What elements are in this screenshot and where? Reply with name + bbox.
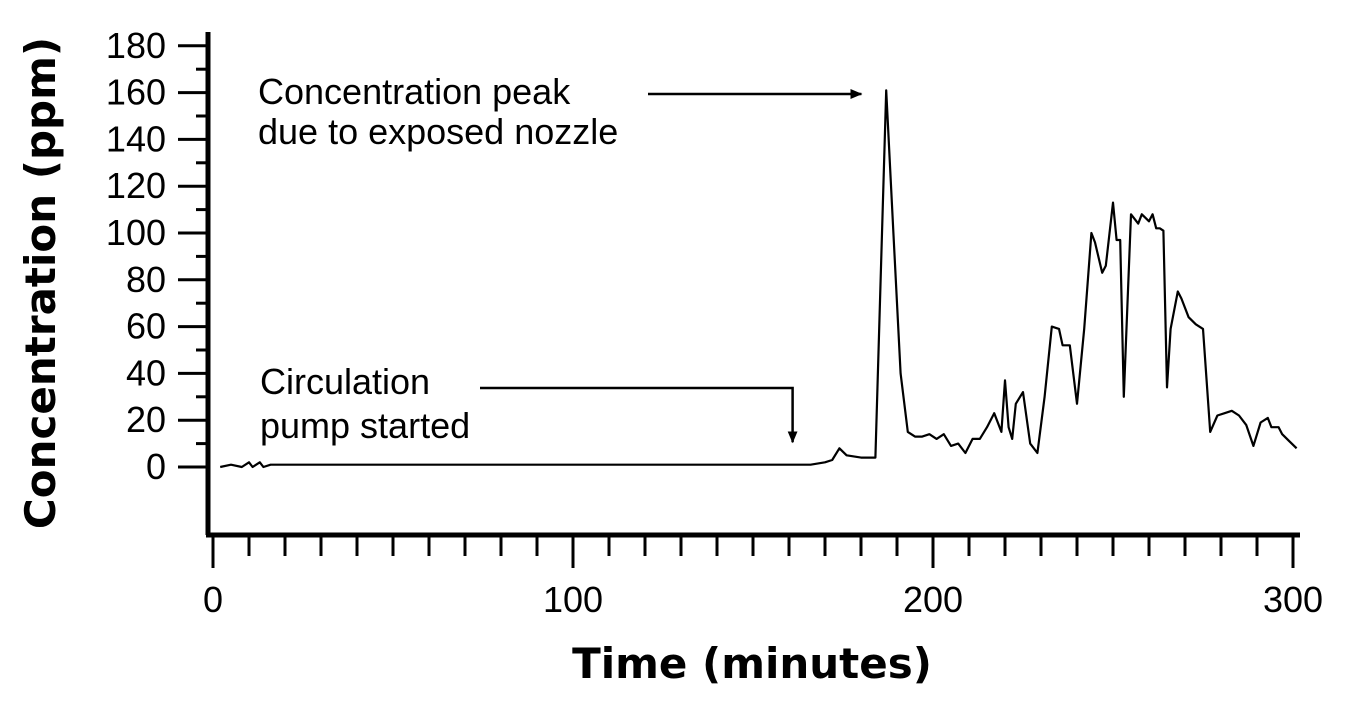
x-axis-title: Time (minutes): [572, 639, 932, 688]
y-tick-label: 100: [106, 212, 166, 253]
pump-annotation-arrow: [480, 386, 798, 444]
x-tick-label: 200: [903, 579, 963, 620]
x-ticks: [211, 535, 1295, 568]
y-tick-labels: 0 20 40 60 80 100 120 140 160 180: [106, 25, 166, 487]
x-tick-label: 100: [543, 579, 603, 620]
y-tick-label: 160: [106, 72, 166, 113]
y-ticks: [178, 44, 208, 469]
peak-annotation-text: Concentration peak: [258, 71, 571, 112]
pump-annotation-text: pump started: [260, 405, 470, 446]
y-tick-label: 60: [126, 306, 166, 347]
y-axis-title: Concentration (ppm): [16, 37, 65, 529]
y-tick-label: 80: [126, 259, 166, 300]
y-tick-label: 180: [106, 25, 166, 66]
pump-annotation-text: Circulation: [260, 361, 430, 402]
y-tick-label: 120: [106, 165, 166, 206]
series-line: [219, 89, 1298, 469]
x-tick-label: 0: [203, 579, 223, 620]
y-tick-label: 20: [126, 399, 166, 440]
x-tick-labels: 0 100 200 300: [203, 579, 1323, 620]
y-tick-label: 140: [106, 118, 166, 159]
x-tick-label: 300: [1263, 579, 1323, 620]
y-tick-label: 0: [146, 446, 166, 487]
y-tick-label: 40: [126, 352, 166, 393]
peak-annotation-text: due to exposed nozzle: [258, 111, 618, 152]
